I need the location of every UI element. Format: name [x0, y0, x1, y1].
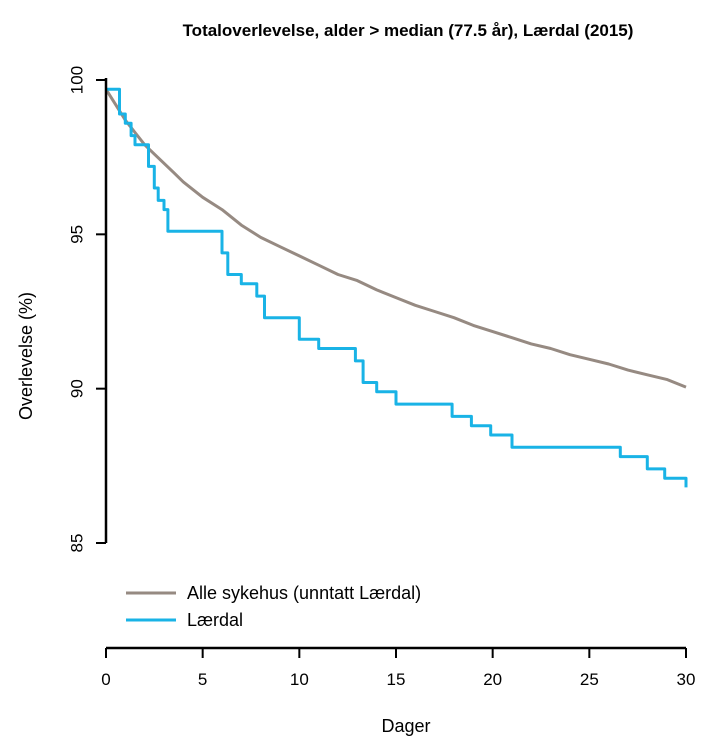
series-line-laerdal [106, 87, 688, 488]
x-tick-label: 25 [580, 670, 599, 689]
x-tick-label: 10 [290, 670, 309, 689]
x-tick-label: 15 [387, 670, 406, 689]
y-tick-label: 95 [67, 225, 86, 244]
x-axis: 0 5 10 15 20 25 30 [101, 648, 695, 689]
x-axis-label: Dager [381, 716, 430, 736]
y-axis: 85 90 95 100 [67, 66, 106, 553]
y-tick-label: 85 [67, 534, 86, 553]
legend: Alle sykehus (unntatt Lærdal) Lærdal [126, 583, 421, 630]
legend-label: Lærdal [187, 610, 243, 630]
x-tick-label: 5 [198, 670, 207, 689]
y-tick-label: 100 [67, 66, 86, 94]
x-tick-label: 20 [483, 670, 502, 689]
y-axis-label: Overlevelse (%) [16, 292, 36, 420]
series-line-alle-sykehus [104, 88, 687, 389]
plot-area [104, 87, 688, 488]
legend-label: Alle sykehus (unntatt Lærdal) [187, 583, 421, 603]
y-tick-label: 90 [67, 379, 86, 398]
chart-title: Totaloverlevelse, alder > median (77.5 å… [183, 21, 634, 40]
x-tick-label: 30 [677, 670, 696, 689]
x-tick-label: 0 [101, 670, 110, 689]
